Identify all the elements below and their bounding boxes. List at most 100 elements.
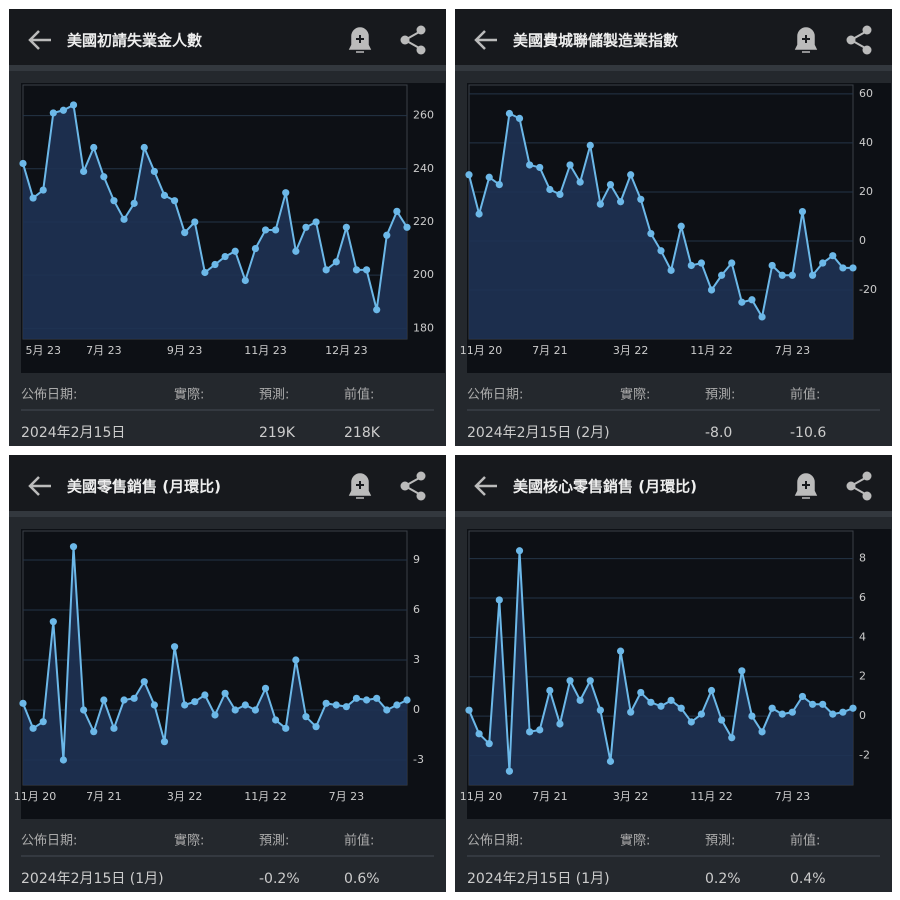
point bbox=[576, 178, 584, 186]
table-header: 公佈日期: bbox=[21, 387, 77, 403]
panel-canvas: 美國費城聯儲製造業指數 -20 0 20 40 60 11月 20 7月 21 3月 22 11月… bbox=[455, 9, 892, 441]
point bbox=[697, 259, 706, 267]
point bbox=[282, 724, 290, 732]
point bbox=[19, 159, 27, 168]
point bbox=[201, 268, 209, 277]
point bbox=[839, 264, 847, 272]
point bbox=[251, 706, 260, 714]
x-tick-label: 11月 22 bbox=[690, 790, 733, 803]
app-panel: 美國零售銷售 (月環比) -3 0 3 6 9 11月 20 7月 21 3月 22 11月 22… bbox=[9, 455, 446, 892]
point bbox=[738, 298, 746, 306]
y-tick-label: 2 bbox=[859, 670, 866, 683]
point bbox=[231, 247, 239, 255]
point bbox=[261, 226, 270, 234]
x-tick-label: 11月 23 bbox=[244, 344, 287, 357]
point bbox=[606, 180, 615, 189]
share-dot bbox=[846, 481, 856, 491]
point bbox=[546, 185, 554, 194]
share-dot bbox=[416, 491, 426, 501]
y-tick-label: 0 bbox=[859, 709, 866, 722]
panel-canvas: 美國核心零售銷售 (月環比) -2 0 2 4 6 8 11月 20 7月 21 3月 22 11月… bbox=[455, 455, 892, 887]
app-panel: 美國初請失業金人數 180 200 220 240 260 5月 23 7月 23 9月 23 1… bbox=[9, 9, 446, 446]
point bbox=[29, 194, 37, 202]
point bbox=[342, 703, 350, 711]
y-tick-label: 9 bbox=[413, 553, 420, 566]
point bbox=[403, 223, 411, 231]
point bbox=[566, 677, 574, 685]
back-button[interactable] bbox=[474, 476, 497, 496]
y-tick-label: -3 bbox=[413, 753, 424, 766]
point bbox=[191, 698, 199, 706]
back-button[interactable] bbox=[28, 30, 51, 50]
x-tick-label: 7月 23 bbox=[775, 344, 811, 357]
point bbox=[657, 247, 665, 255]
point bbox=[140, 678, 148, 686]
point bbox=[130, 199, 138, 207]
y-tick-label: 180 bbox=[413, 321, 434, 334]
point bbox=[251, 244, 260, 253]
point bbox=[292, 656, 300, 664]
point bbox=[261, 684, 270, 692]
point bbox=[505, 767, 514, 775]
table-cell: 219K bbox=[259, 425, 296, 441]
header-shadow bbox=[455, 511, 892, 517]
share-dot bbox=[846, 35, 856, 45]
app-header bbox=[9, 9, 446, 65]
table-cell: 2024年2月15日 (2月) bbox=[467, 425, 610, 441]
point bbox=[403, 696, 411, 704]
back-button[interactable] bbox=[474, 30, 497, 50]
x-tick-label: 3月 22 bbox=[613, 344, 649, 357]
point bbox=[718, 271, 726, 279]
point bbox=[526, 728, 534, 736]
point bbox=[211, 260, 219, 269]
table-cell: -10.6 bbox=[790, 425, 826, 441]
point bbox=[49, 618, 57, 626]
point bbox=[241, 276, 249, 285]
y-tick-label: 6 bbox=[413, 603, 420, 616]
table-header: 預測: bbox=[259, 388, 289, 403]
x-tick-label: 11月 22 bbox=[244, 790, 287, 803]
point bbox=[302, 223, 310, 231]
point bbox=[627, 708, 635, 716]
y-tick-label: -2 bbox=[859, 748, 870, 761]
back-button[interactable] bbox=[28, 476, 51, 496]
point bbox=[758, 728, 766, 736]
area bbox=[469, 550, 853, 785]
y-tick-label: 20 bbox=[859, 185, 873, 198]
x-tick-label: 5月 23 bbox=[25, 344, 61, 357]
point bbox=[201, 691, 209, 699]
share-dot bbox=[862, 45, 872, 55]
header-shadow bbox=[9, 65, 446, 71]
point bbox=[707, 286, 716, 294]
point bbox=[211, 711, 219, 719]
point bbox=[586, 141, 594, 149]
point bbox=[707, 686, 716, 695]
page-title: 美國零售銷售 (月環比) bbox=[67, 478, 221, 496]
point bbox=[586, 677, 594, 685]
table-cell: 2024年2月15日 bbox=[21, 425, 125, 441]
point bbox=[80, 167, 88, 176]
alert-plus bbox=[356, 35, 364, 43]
point bbox=[362, 696, 371, 704]
table-header: 預測: bbox=[705, 388, 735, 403]
app-panel: 美國核心零售銷售 (月環比) -2 0 2 4 6 8 11月 20 7月 21 3月 22 11月… bbox=[455, 455, 892, 892]
table-header: 前值: bbox=[790, 387, 820, 403]
point bbox=[352, 266, 361, 274]
point bbox=[19, 699, 27, 707]
share-dot bbox=[862, 471, 872, 481]
table-header: 實際: bbox=[620, 387, 650, 403]
x-tick-label: 7月 21 bbox=[532, 790, 568, 803]
area bbox=[469, 113, 853, 340]
table-header: 實際: bbox=[174, 387, 204, 403]
point bbox=[515, 547, 524, 555]
y-tick-label: 3 bbox=[413, 653, 420, 666]
table-cell: 2024年2月15日 (1月) bbox=[21, 871, 164, 887]
point bbox=[322, 699, 330, 707]
point bbox=[59, 106, 68, 114]
point bbox=[221, 689, 229, 697]
point bbox=[100, 173, 108, 181]
point bbox=[566, 161, 574, 169]
point bbox=[495, 596, 503, 604]
point bbox=[647, 698, 655, 706]
point bbox=[312, 218, 320, 226]
